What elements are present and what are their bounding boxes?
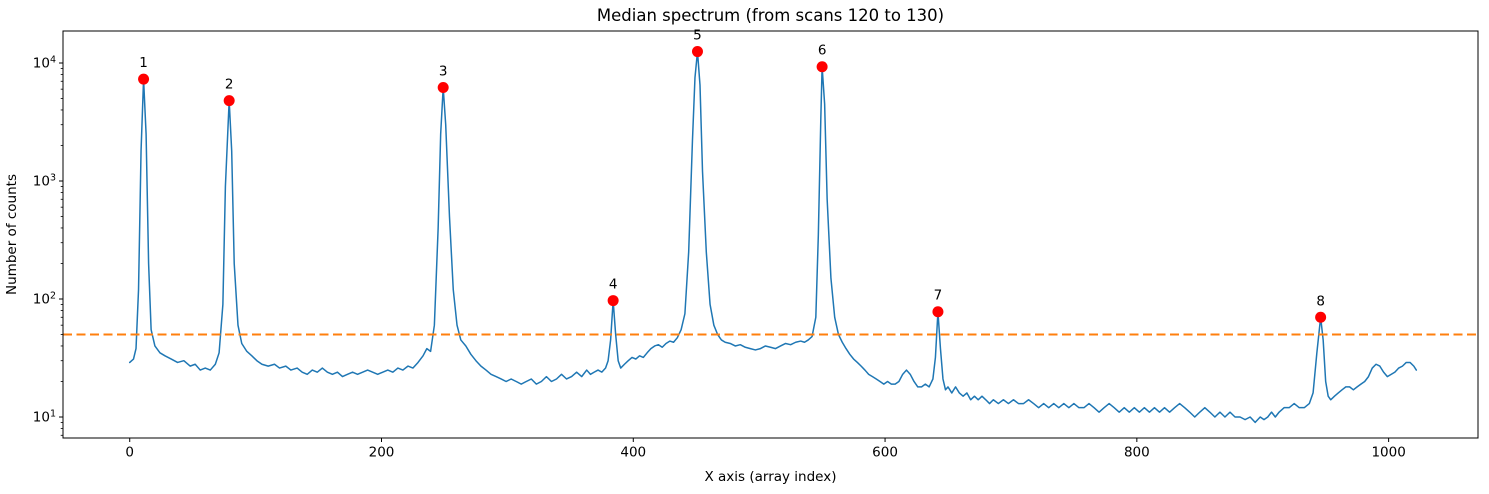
peak-label: 1 <box>139 55 148 71</box>
x-tick-label: 0 <box>125 445 134 461</box>
peak-label: 6 <box>818 43 827 59</box>
peak-marker <box>223 95 235 107</box>
peak-marker <box>816 61 828 73</box>
y-tick-label: 101 <box>33 409 56 426</box>
peak-marker <box>138 73 150 85</box>
spectrum-line <box>128 50 1418 424</box>
x-axis-label: X axis (array index) <box>704 469 836 485</box>
peak-marker <box>607 295 619 307</box>
peak-marker <box>437 81 449 93</box>
x-tick-label: 800 <box>1124 445 1150 461</box>
peak-label: 8 <box>1316 293 1325 309</box>
peak-label: 5 <box>693 28 702 44</box>
y-tick-label: 104 <box>33 54 56 71</box>
plot-area: 0 200 400 600 800 1000 101 102 103 104 1 2 3 4 5 6 7 8 <box>33 28 1479 461</box>
peak-marker <box>932 306 944 318</box>
peak-label: 7 <box>934 288 943 304</box>
x-tick-label: 600 <box>872 445 898 461</box>
peak-label: 4 <box>609 277 618 293</box>
x-tick-label: 400 <box>620 445 646 461</box>
y-axis-label: Number of counts <box>4 174 20 295</box>
plot-frame <box>62 30 1479 439</box>
peak-marker <box>1315 311 1327 323</box>
y-tick-label: 103 <box>33 173 56 190</box>
x-tick-label: 200 <box>369 445 395 461</box>
peak-label: 3 <box>439 63 448 79</box>
x-tick-label: 1000 <box>1371 445 1405 461</box>
y-tick-label: 102 <box>33 291 56 308</box>
chart-title: Median spectrum (from scans 120 to 130) <box>597 6 944 25</box>
peak-marker <box>691 46 703 58</box>
peak-label: 2 <box>225 77 234 93</box>
